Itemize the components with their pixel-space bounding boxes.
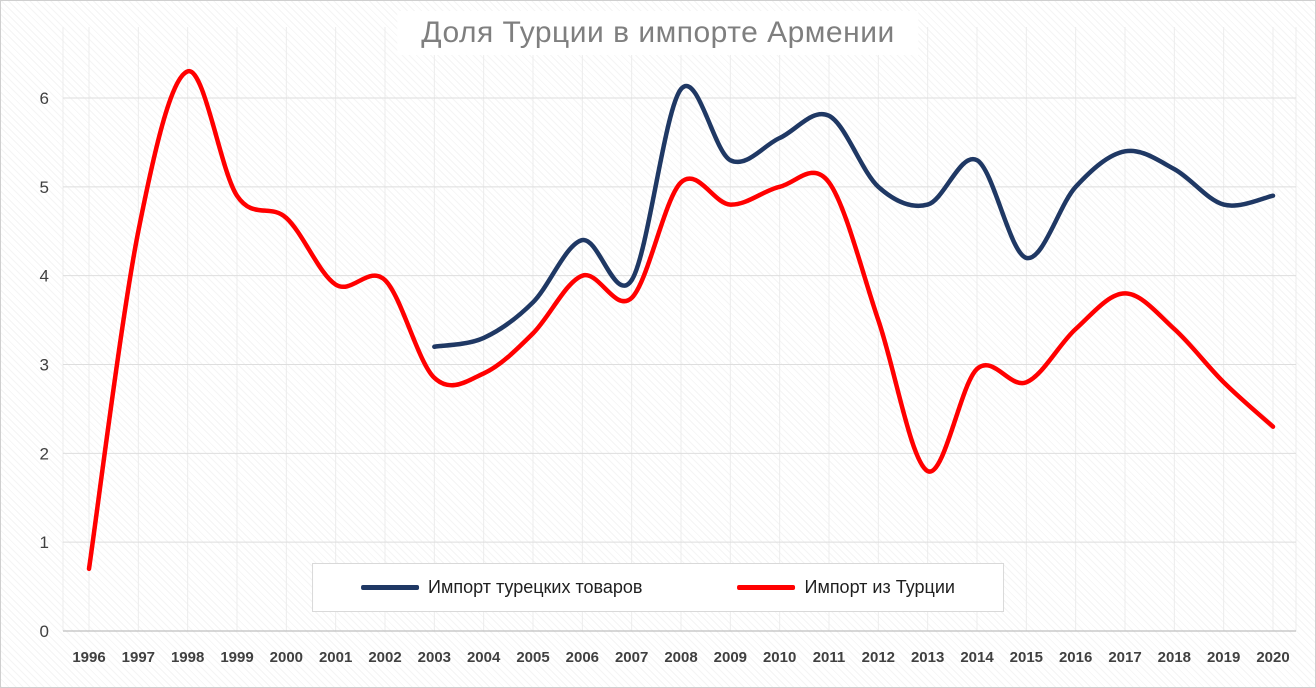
legend: Импорт турецких товаров Импорт из Турции (312, 563, 1004, 612)
y-tick-label: 3 (40, 356, 49, 375)
x-tick-label: 2004 (467, 649, 501, 666)
x-tick-label: 2008 (664, 649, 697, 666)
x-tick-label: 2012 (862, 649, 895, 666)
x-tick-label: 2020 (1256, 649, 1289, 666)
x-tick-label: 2005 (516, 649, 549, 666)
y-tick-label: 2 (40, 444, 49, 463)
y-tick-label: 6 (40, 89, 49, 108)
x-tick-label: 2017 (1108, 649, 1141, 666)
x-tick-label: 2018 (1158, 649, 1191, 666)
y-tick-label: 1 (40, 533, 49, 552)
y-tick-label: 0 (40, 622, 49, 641)
legend-line-swatch-red (737, 585, 796, 590)
legend-line-swatch-blue (361, 585, 420, 590)
x-tick-label: 2006 (566, 649, 599, 666)
y-tick-label: 4 (40, 267, 49, 286)
legend-label-red: Импорт из Турции (804, 577, 955, 597)
x-tick-label: 2014 (960, 649, 994, 666)
x-tick-label: 2013 (911, 649, 944, 666)
x-tick-label: 2001 (319, 649, 352, 666)
x-tick-label: 2009 (714, 649, 747, 666)
x-tick-label: 1997 (122, 649, 155, 666)
x-tick-label: 2003 (418, 649, 451, 666)
x-tick-label: 2015 (1010, 649, 1043, 666)
x-tick-label: 2002 (368, 649, 401, 666)
x-tick-label: 1998 (171, 649, 204, 666)
y-tick-label: 5 (40, 178, 49, 197)
x-tick-label: 1996 (72, 649, 105, 666)
legend-label-blue: Импорт турецких товаров (428, 577, 643, 597)
x-tick-label: 2011 (813, 649, 846, 666)
series-line-Импорт турецких товаров (432, 83, 1276, 349)
x-tick-label: 2016 (1059, 649, 1092, 666)
legend-item-red: Импорт из Турции (737, 577, 955, 598)
legend-item-blue: Импорт турецких товаров (361, 577, 643, 598)
series-line-Импорт из Турции (86, 69, 1276, 572)
x-tick-label: 1999 (220, 649, 253, 666)
chart-title: Доля Турции в импорте Армении (397, 11, 919, 55)
x-tick-label: 2019 (1207, 649, 1240, 666)
x-tick-label: 2000 (270, 649, 303, 666)
x-tick-label: 2010 (763, 649, 796, 666)
x-tick-label: 2007 (615, 649, 648, 666)
